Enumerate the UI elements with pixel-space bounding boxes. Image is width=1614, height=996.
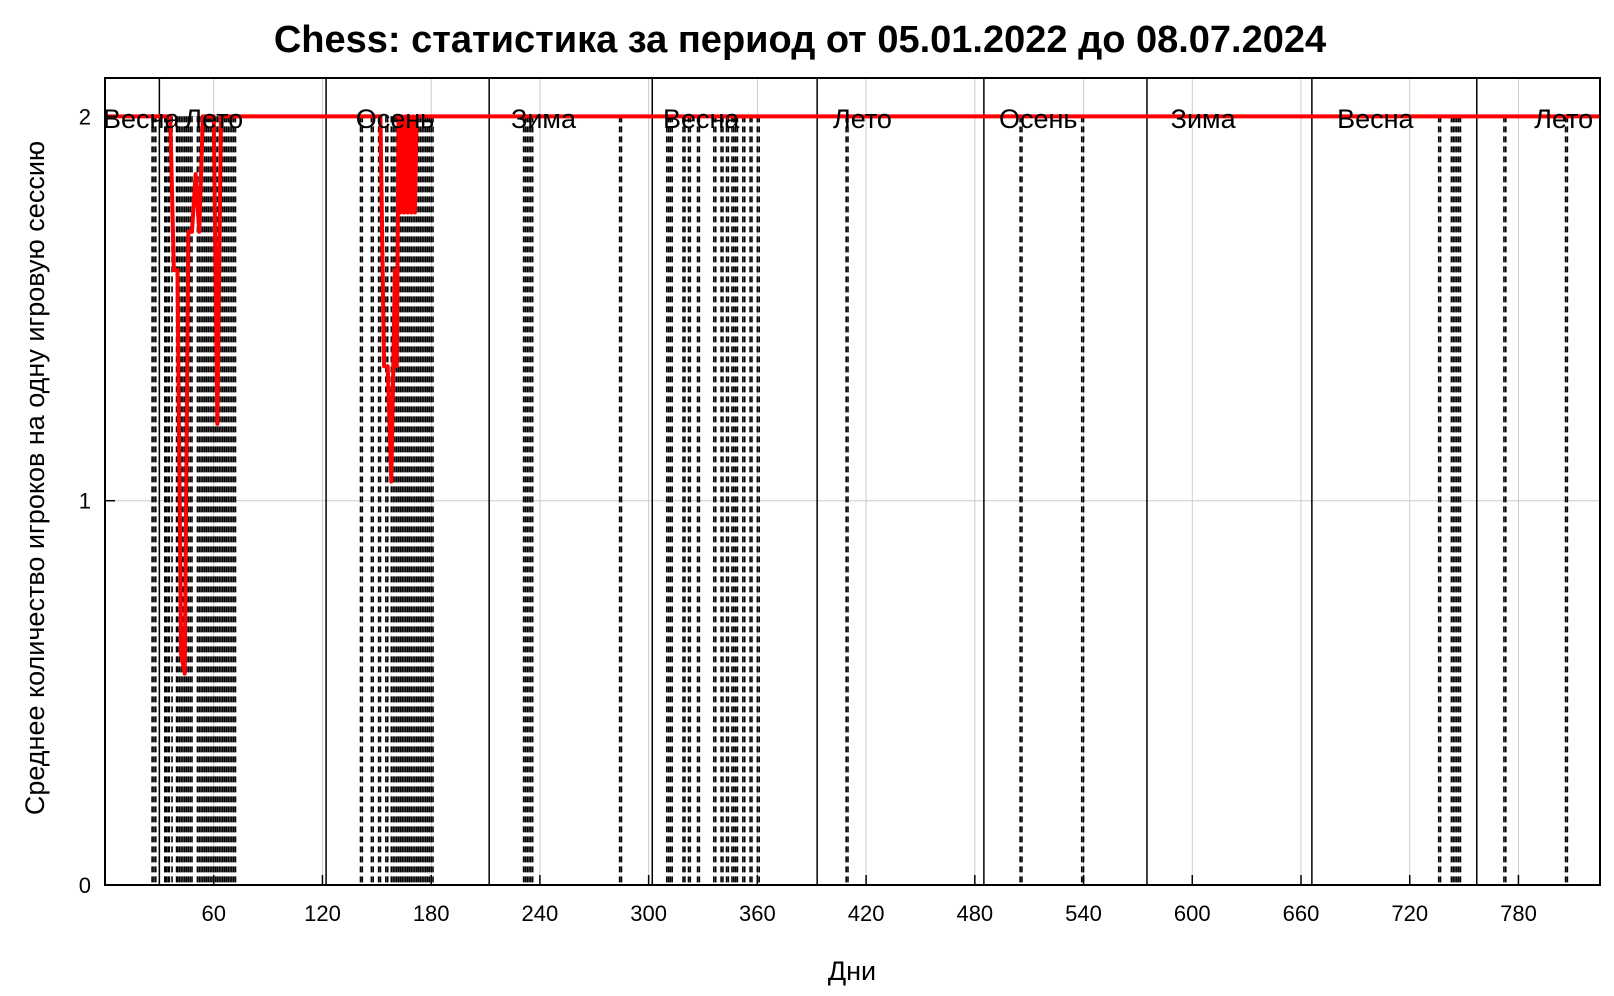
x-tick-label: 720 (1391, 901, 1428, 926)
season-label: Зима (511, 104, 577, 134)
x-tick-label: 660 (1283, 901, 1320, 926)
x-tick-label: 420 (848, 901, 885, 926)
y-tick-label: 1 (79, 489, 91, 514)
y-axis-label: Среднее количество игроков на одну игров… (20, 141, 50, 815)
grid (105, 78, 1600, 886)
season-label: Зима (1171, 104, 1237, 134)
y-axis-ticks: 0 1 2 (79, 104, 115, 898)
x-tick-label: 600 (1174, 901, 1211, 926)
series-group (105, 114, 1600, 676)
x-axis-ticks: 60 120 180 240 300 360 420 480 540 600 660 720 780 (201, 875, 1537, 926)
chart-title: Chess: статистика за период от 05.01.202… (274, 19, 1326, 61)
reference-lines (151, 116, 1569, 885)
plot-frame (104, 77, 1601, 886)
season-label: Весна (663, 104, 740, 134)
season-boundaries (158, 78, 1478, 885)
season-label: Лето (184, 104, 243, 134)
x-tick-label: 780 (1500, 901, 1537, 926)
y-tick-label: 0 (79, 873, 91, 898)
series-line (105, 114, 1600, 676)
season-label: Лето (1534, 104, 1593, 134)
x-tick-label: 480 (956, 901, 993, 926)
x-tick-label: 60 (201, 901, 225, 926)
y-tick-label: 2 (79, 104, 91, 129)
season-label: Лето (833, 104, 892, 134)
x-tick-label: 180 (413, 901, 450, 926)
x-tick-label: 300 (630, 901, 667, 926)
x-tick-label: 120 (304, 901, 341, 926)
season-labels: Весна Лето Осень Зима Весна Лето Осень Зима Весн… (103, 104, 1593, 134)
x-axis-label: Дни (828, 956, 876, 986)
x-tick-label: 360 (739, 901, 776, 926)
season-label: Весна (1337, 104, 1414, 134)
season-label: Осень (356, 104, 435, 134)
season-label: Весна (103, 104, 180, 134)
season-label: Осень (999, 104, 1078, 134)
x-tick-label: 240 (522, 901, 559, 926)
x-tick-label: 540 (1065, 901, 1102, 926)
